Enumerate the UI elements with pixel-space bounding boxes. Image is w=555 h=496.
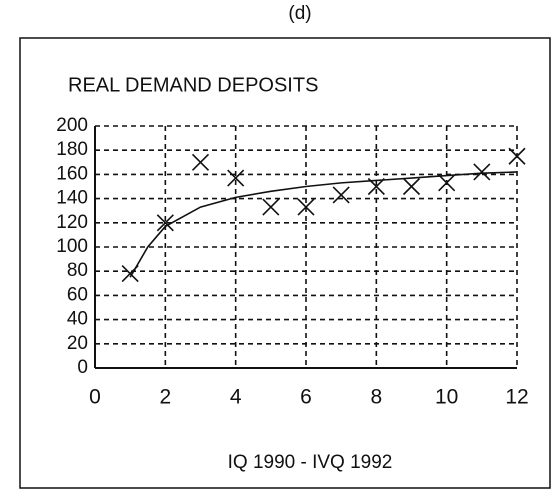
y-tick-label: 200 xyxy=(56,115,88,136)
y-tick-label: 60 xyxy=(67,284,88,305)
x-tick-label: 4 xyxy=(230,386,242,409)
y-tick-label: 120 xyxy=(56,212,88,233)
y-tick-label: 40 xyxy=(67,309,88,330)
x-tick-label: 2 xyxy=(159,386,171,409)
frame xyxy=(19,37,551,489)
y-tick-label: 160 xyxy=(56,163,88,184)
x-tick-label: 0 xyxy=(89,386,101,409)
x-marker xyxy=(191,153,210,171)
x-marker xyxy=(508,147,526,165)
x-marker xyxy=(227,169,245,187)
y-tick-label: 80 xyxy=(67,260,88,281)
x-marker xyxy=(402,177,421,196)
fit-curve xyxy=(129,171,518,278)
x-tick-label: 8 xyxy=(370,386,382,409)
x-tick-label: 6 xyxy=(300,386,312,409)
y-tick-label: 20 xyxy=(67,333,88,354)
x-marker xyxy=(473,163,491,181)
chart-title: REAL DEMAND DEPOSITS xyxy=(68,74,318,96)
x-marker xyxy=(332,186,350,204)
x-axis-label: IQ 1990 - IVQ 1992 xyxy=(228,452,393,473)
panel-label: (d) xyxy=(288,3,311,24)
x-tick-label: 10 xyxy=(435,386,458,409)
x-marker xyxy=(438,174,456,192)
y-tick-label: 140 xyxy=(56,188,88,209)
y-tick-label: 180 xyxy=(56,139,88,160)
x-marker xyxy=(297,198,315,216)
x-tick-label: 12 xyxy=(505,386,528,409)
y-tick-label: 0 xyxy=(77,357,88,378)
x-marker xyxy=(156,214,174,232)
x-marker xyxy=(262,198,280,216)
y-tick-label: 100 xyxy=(56,236,88,257)
